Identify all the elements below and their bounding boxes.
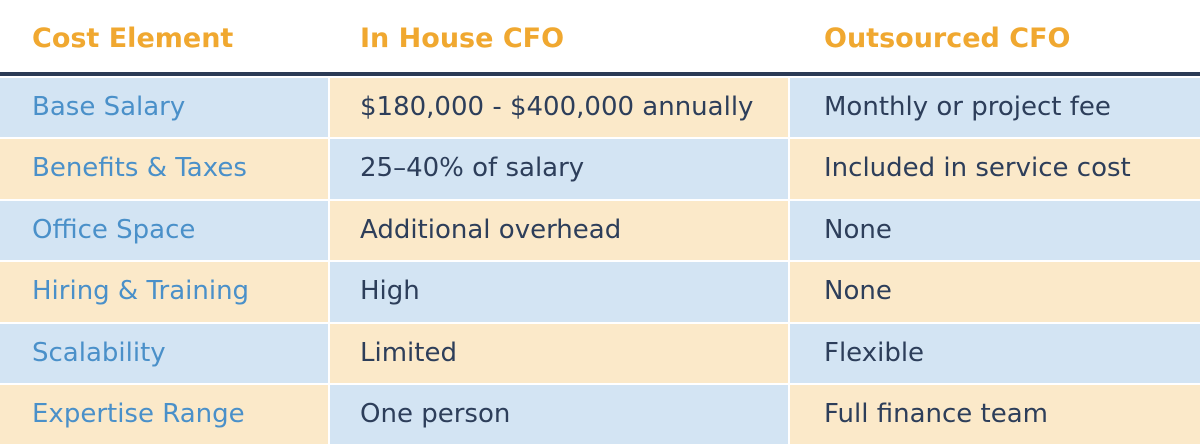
table-cell: Flexible xyxy=(790,323,1200,383)
column-header: In House CFO xyxy=(360,23,565,54)
table-cell: None xyxy=(790,262,1200,322)
header-divider xyxy=(0,72,1200,76)
table-cell: High xyxy=(330,262,788,322)
table-cell: $180,000 - $400,000 annually xyxy=(330,78,788,138)
column-header: Cost Element xyxy=(32,23,234,54)
table-cell: 25–40% of salary xyxy=(330,139,788,199)
row-label: Expertise Range xyxy=(0,385,328,445)
column-header: Outsourced CFO xyxy=(824,23,1071,54)
table-cell: Additional overhead xyxy=(330,200,788,261)
header-row: Cost Element In House CFO Outsourced CFO xyxy=(0,0,1200,74)
row-label: Benefits & Taxes xyxy=(0,139,328,199)
table-cell: One person xyxy=(330,385,788,445)
table-cell: Limited xyxy=(330,323,788,383)
table-cell: Monthly or project fee xyxy=(790,78,1200,138)
row-label: Office Space xyxy=(0,200,328,261)
table-cell: Full finance team xyxy=(790,385,1200,445)
table-cell: Included in service cost xyxy=(790,139,1200,199)
row-label: Hiring & Training xyxy=(0,262,328,322)
row-label: Base Salary xyxy=(0,78,328,138)
table-cell: None xyxy=(790,200,1200,261)
row-label: Scalability xyxy=(0,323,328,383)
